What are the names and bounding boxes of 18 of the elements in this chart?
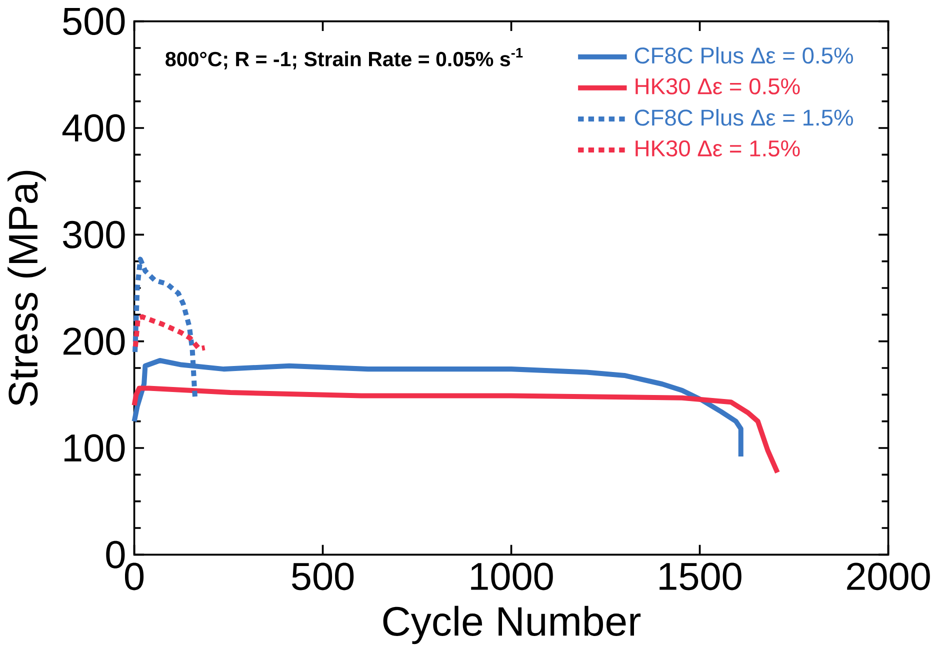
y-tick-label: 300	[62, 221, 125, 249]
legend-label: CF8C Plus Δε = 1.5%	[634, 109, 853, 126]
x-tick-label: 1000	[471, 562, 553, 590]
x-tick-label: 0	[124, 562, 144, 590]
y-tick-label: 100	[64, 434, 125, 462]
y-tick-label: 400	[62, 114, 125, 142]
legend-label: HK30 Δε = 0.5%	[636, 78, 800, 95]
x-tick-label: 2000	[847, 562, 930, 590]
y-tick-label: 0	[106, 541, 125, 569]
y-tick-label: 200	[63, 328, 125, 356]
y-tick-label: 500	[63, 8, 125, 36]
legend-label: CF8C Plus Δε = 0.5%	[634, 47, 853, 64]
x-axis-title: Cycle Number	[383, 606, 641, 644]
legend-label: HK30 Δε = 1.5%	[636, 140, 800, 157]
x-tick-label: 500	[292, 562, 354, 590]
x-tick-label: 1500	[660, 562, 742, 590]
y-axis-title: Stress (MPa)	[8, 170, 46, 406]
annotation: 800°C; R = -1; Strain Rate = 0.05% s$^{-1}$	[166, 48, 523, 70]
